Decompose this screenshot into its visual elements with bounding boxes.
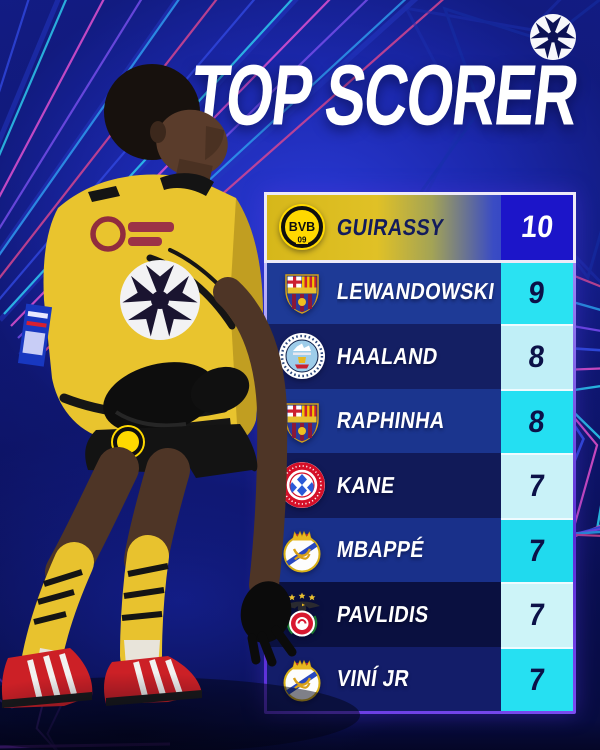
man-city-crest-icon [267, 324, 337, 389]
goals-count: 8 [501, 324, 573, 389]
player-name: RAPHINHA [337, 407, 447, 434]
player-name: VINÍ JR [337, 665, 412, 692]
page-title: TOP SCORER [138, 47, 596, 144]
player-name: GUIRASSY [337, 213, 446, 240]
table-row-vini-jr: VINÍ JR 7 [267, 646, 573, 712]
table-row-lewandowski: LEWANDOWSKI 9 [267, 259, 573, 325]
real-madrid-crest-icon [267, 647, 337, 712]
goals-count: 7 [501, 646, 573, 711]
table-row-pavlidis: PAVLIDIS 7 [267, 582, 573, 647]
goals-count: 9 [501, 259, 573, 324]
player-name: LEWANDOWSKI [337, 278, 497, 305]
goals-count: 8 [501, 388, 573, 453]
player-name: PAVLIDIS [337, 600, 431, 627]
ucl-starball-icon [530, 14, 576, 60]
player-name: HAALAND [337, 342, 440, 369]
bayern-crest-icon [267, 453, 337, 518]
svg-text:BVB: BVB [289, 220, 315, 234]
player-name: MBAPPÉ [337, 536, 427, 563]
benfica-crest-icon [267, 582, 337, 647]
barcelona-crest-icon [267, 389, 337, 454]
goals-count: 7 [501, 453, 573, 518]
table-row-raphinha: RAPHINHA 8 [267, 388, 573, 454]
bvb-crest-icon: BVB 09 [267, 195, 337, 260]
goals-count: 7 [501, 582, 573, 647]
svg-text:09: 09 [298, 236, 307, 245]
top-scorer-table: BVB 09 GUIRASSY 10 [264, 192, 576, 714]
real-madrid-crest-icon [267, 518, 337, 583]
table-row-haaland: HAALAND 8 [267, 324, 573, 389]
page-title-text: TOP SCORER [186, 46, 583, 144]
goals-count: 7 [501, 517, 573, 582]
player-name: KANE [337, 471, 397, 498]
goals-count: 10 [501, 195, 573, 260]
table-row-mbappe: MBAPPÉ 7 [267, 517, 573, 583]
table-row-guirassy: BVB 09 GUIRASSY 10 [267, 195, 573, 260]
barcelona-crest-icon [267, 260, 337, 325]
table-row-kane: KANE 7 [267, 453, 573, 518]
